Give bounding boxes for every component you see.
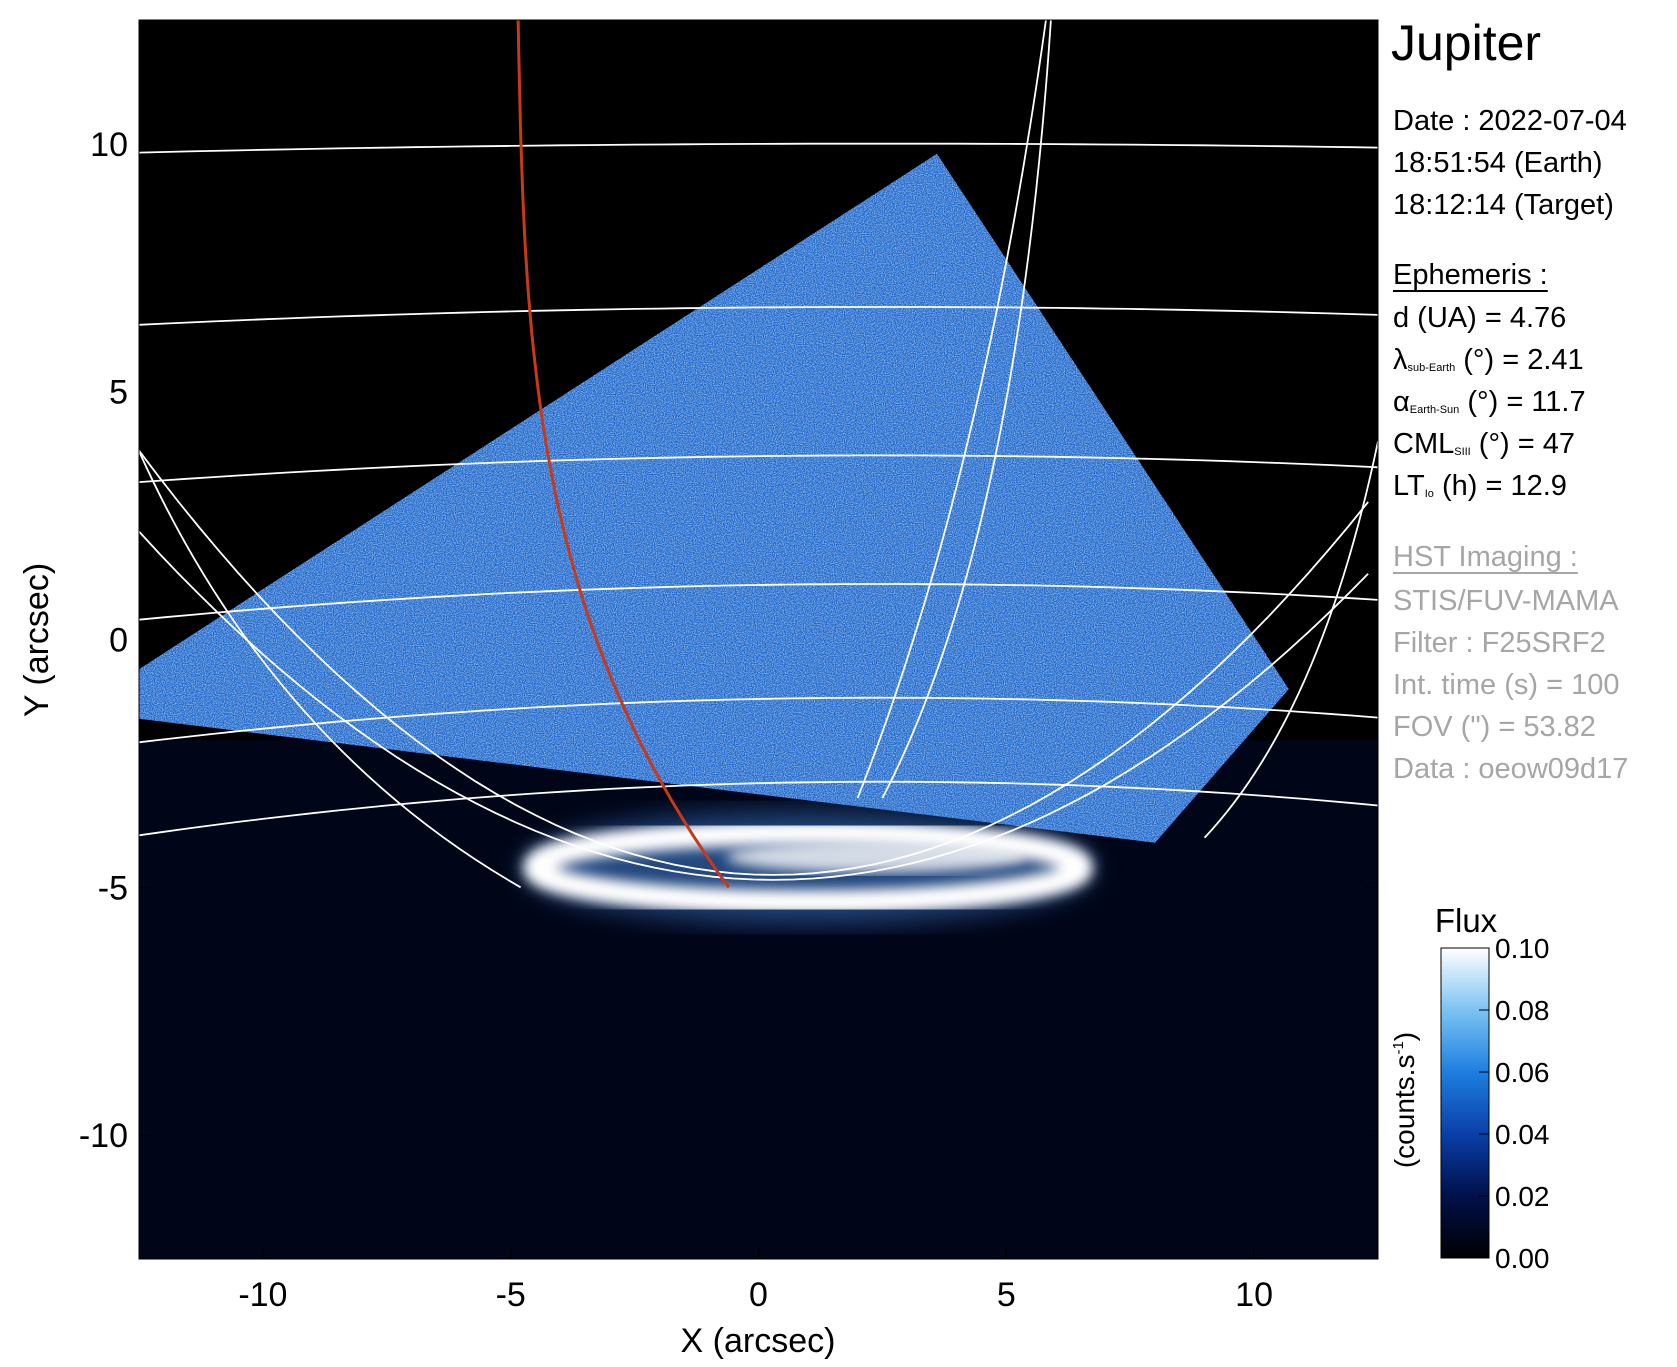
instrument-line: STIS/FUV-MAMA <box>1393 585 1619 617</box>
date-line: Date : 2022-07-04 <box>1393 105 1627 137</box>
earth-time: 18:51:54 (Earth) <box>1393 147 1603 179</box>
planetary-grid <box>139 20 1378 889</box>
y-tick-label: 0 <box>109 622 128 660</box>
y-axis-ticks: -10 -5 0 5 10 <box>79 126 1378 1155</box>
aurora-bright-patch <box>726 841 1027 873</box>
y-tick-label: -5 <box>98 869 128 907</box>
aurora-oval <box>523 820 1093 915</box>
footprint-speckle <box>139 153 1289 843</box>
colorbar-tick-label: 0.10 <box>1495 933 1550 964</box>
x-axis-ticks: -10 -5 0 5 10 <box>238 20 1273 1314</box>
cml-line: CMLSIII (°) = 47 <box>1393 428 1576 460</box>
int-time-line: Int. time (s) = 100 <box>1393 669 1620 701</box>
y-tick-label: 5 <box>109 374 128 412</box>
colorbar-tick-label: 0.08 <box>1495 995 1550 1026</box>
x-tick-label: 5 <box>997 1276 1016 1314</box>
y-tick-label: 10 <box>90 126 128 164</box>
x-tick-label: 10 <box>1235 1276 1273 1314</box>
colorbar <box>1440 947 1490 1259</box>
target-time: 18:12:14 (Target) <box>1393 189 1614 221</box>
longitude-line <box>856 20 1047 799</box>
y-tick-label: -10 <box>79 1117 128 1155</box>
lt-line: LTIo (h) = 12.9 <box>1393 470 1567 502</box>
limb-curve <box>139 450 1369 876</box>
latitude-line <box>139 780 1378 837</box>
latitude-line <box>139 583 1378 621</box>
colorbar-unit-close: ) <box>1389 1032 1420 1041</box>
hst-header: HST Imaging : <box>1393 541 1578 573</box>
auroral-emission <box>521 811 1095 923</box>
chart-title: Jupiter <box>1391 15 1542 71</box>
x-tick-label: -10 <box>238 1276 287 1314</box>
fov-line: FOV (") = 53.82 <box>1393 711 1596 743</box>
colorbar-tick-label: 0.06 <box>1495 1057 1550 1088</box>
lambda-subscript: sub-Earth <box>1407 362 1456 374</box>
y-axis-label: Y (arcsec) <box>18 563 56 717</box>
x-axis-label: X (arcsec) <box>681 1322 836 1360</box>
colorbar-unit-exponent: -1 <box>1390 1041 1407 1054</box>
filter-line: Filter : F25SRF2 <box>1393 627 1606 659</box>
lambda-line: λsub-Earth (°) = 2.41 <box>1393 344 1584 376</box>
colorbar-tick-label: 0.00 <box>1495 1243 1550 1274</box>
alpha-subscript: Earth-Sun <box>1409 404 1460 416</box>
colorbar-tick-label: 0.02 <box>1495 1181 1550 1212</box>
limb-curve <box>139 530 1369 881</box>
data-id-line: Data : oeow09d17 <box>1393 753 1629 785</box>
io-meridian-curve <box>516 20 731 889</box>
longitude-line <box>139 450 522 889</box>
latitude-line <box>139 142 1378 154</box>
alpha-line: αEarth-Sun (°) = 11.7 <box>1393 386 1586 418</box>
colorbar-unit-label: (counts.s-1) <box>1389 1032 1420 1168</box>
cml-subscript: SIII <box>1454 446 1471 458</box>
latitude-line <box>139 306 1378 326</box>
distance-line: d (UA) = 4.76 <box>1393 302 1567 334</box>
x-tick-label: 0 <box>749 1276 768 1314</box>
longitude-line <box>881 20 1052 799</box>
latitude-line <box>139 454 1378 483</box>
lt-subscript: Io <box>1424 488 1434 500</box>
x-tick-label: -5 <box>496 1276 526 1314</box>
colorbar-ticks: 0.00 0.02 0.04 0.06 0.08 0.10 <box>1479 933 1550 1274</box>
colorbar-tick-label: 0.04 <box>1495 1119 1550 1150</box>
longitude-line <box>1203 441 1378 839</box>
ephemeris-header: Ephemeris : <box>1393 259 1548 291</box>
colorbar-title: Flux <box>1435 902 1498 939</box>
